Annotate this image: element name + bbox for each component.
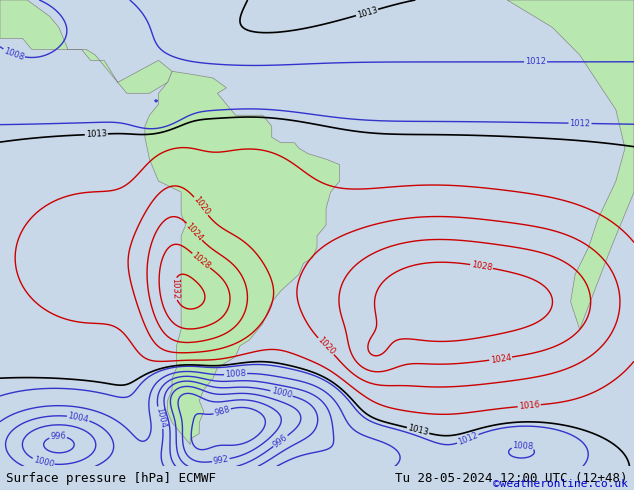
Text: 1000: 1000 bbox=[32, 455, 55, 469]
Polygon shape bbox=[507, 0, 634, 329]
Text: 1012: 1012 bbox=[525, 57, 546, 66]
Text: Surface pressure [hPa] ECMWF: Surface pressure [hPa] ECMWF bbox=[6, 472, 216, 486]
Text: 1032: 1032 bbox=[170, 278, 179, 299]
Text: 1020: 1020 bbox=[191, 195, 211, 217]
Text: Tu 28-05-2024 12:00 UTC (12+48): Tu 28-05-2024 12:00 UTC (12+48) bbox=[395, 472, 628, 486]
Text: 1000: 1000 bbox=[270, 387, 293, 400]
Text: 1020: 1020 bbox=[316, 336, 337, 357]
Text: 1013: 1013 bbox=[356, 5, 378, 20]
Text: 1024: 1024 bbox=[489, 353, 512, 365]
Text: 1008: 1008 bbox=[3, 46, 25, 62]
Polygon shape bbox=[0, 0, 172, 93]
Text: 988: 988 bbox=[213, 405, 231, 418]
Text: 1004: 1004 bbox=[154, 406, 167, 429]
Text: 1028: 1028 bbox=[470, 260, 493, 272]
Text: 1016: 1016 bbox=[519, 400, 540, 411]
Text: ©weatheronline.co.uk: ©weatheronline.co.uk bbox=[493, 479, 628, 489]
Text: 1013: 1013 bbox=[86, 129, 107, 139]
Text: 1012: 1012 bbox=[456, 431, 479, 447]
Text: 996: 996 bbox=[50, 432, 66, 441]
Text: 1004: 1004 bbox=[67, 411, 89, 424]
Text: 1024: 1024 bbox=[184, 221, 205, 243]
Polygon shape bbox=[145, 72, 340, 444]
Text: 996: 996 bbox=[271, 433, 290, 449]
Text: 1012: 1012 bbox=[569, 119, 591, 128]
Text: 1008: 1008 bbox=[225, 369, 247, 379]
Text: 1013: 1013 bbox=[407, 423, 429, 438]
Text: 992: 992 bbox=[212, 455, 230, 466]
Text: 1008: 1008 bbox=[512, 441, 534, 451]
Text: 1028: 1028 bbox=[190, 251, 212, 271]
